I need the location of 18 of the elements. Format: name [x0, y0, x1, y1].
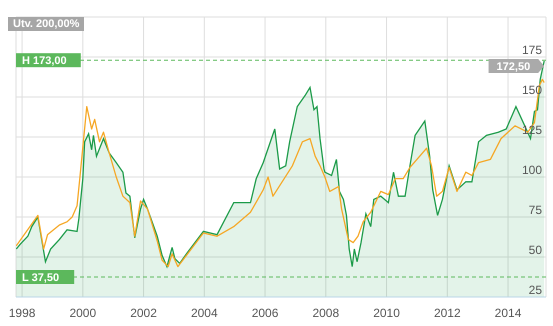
y-tick-label: 175 — [522, 43, 542, 57]
x-tick-label: 2012 — [434, 306, 461, 320]
x-tick-label: 2006 — [252, 306, 279, 320]
y-tick-label: 25 — [528, 283, 542, 297]
x-tick-label: 2000 — [69, 306, 96, 320]
y-tick-label: 50 — [528, 243, 542, 257]
ref-line-label: H 173,00 — [22, 55, 67, 68]
y-tick-label: 100 — [522, 163, 542, 177]
x-tick-label: 2004 — [190, 306, 218, 320]
y-tick-label: 75 — [528, 203, 542, 217]
annotation: 172,50 — [496, 61, 530, 73]
x-tick-label: 2008 — [312, 306, 340, 320]
ref-line-label: L 37,50 — [22, 272, 60, 284]
x-tick-label: 2010 — [373, 306, 400, 320]
x-tick-label: 2002 — [130, 306, 158, 320]
x-tick-label: 2014 — [494, 306, 522, 320]
x-tick-label: 1998 — [8, 306, 36, 320]
annotation: Utv. 200,00% — [8, 17, 84, 31]
